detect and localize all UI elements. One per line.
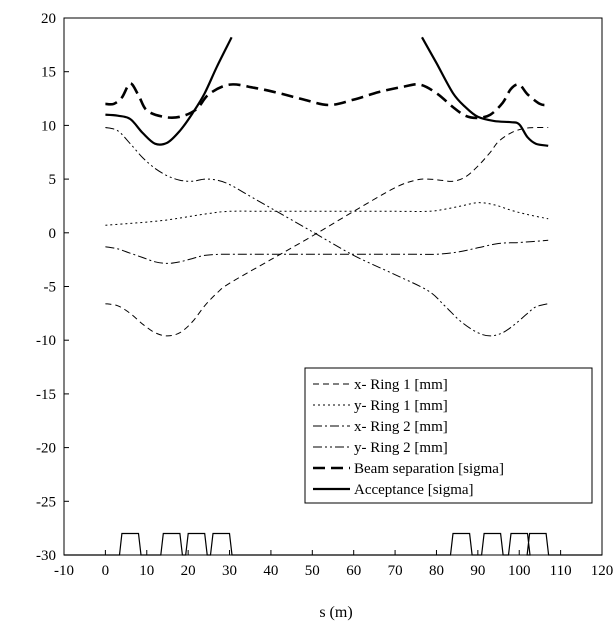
chart-ticks: -10 0 10 20 30 40 50 60 70 80 90 100 110 120-30-25-20… — [36, 11, 613, 579]
y-tick-label: 20 — [41, 11, 56, 27]
x-axis-title: s (m) — [319, 604, 352, 621]
y-tick-label: -5 — [44, 280, 57, 296]
x-tick-label: 40 — [263, 563, 278, 579]
x-tick-label: 70 — [388, 563, 403, 579]
legend-label-6: Acceptance [sigma] — [354, 482, 474, 498]
y-tick-label: 0 — [49, 226, 57, 242]
y-tick-label: -10 — [36, 333, 56, 349]
y-tick-label: -30 — [36, 548, 56, 564]
x-tick-label: 0 — [102, 563, 110, 579]
x-tick-label: 30 — [222, 563, 237, 579]
x-tick-label: -10 — [54, 563, 74, 579]
series-line-6 — [105, 36, 233, 146]
x-tick-label: 20 — [181, 563, 196, 579]
legend-label-5: Beam separation [sigma] — [354, 461, 504, 477]
y-tick-label: 15 — [41, 65, 56, 81]
legend-box — [304, 367, 593, 504]
x-tick-label: 110 — [550, 563, 572, 579]
magnet-lattice — [64, 532, 602, 556]
x-tick-label: 50 — [305, 563, 320, 579]
x-tick-label: 120 — [591, 563, 614, 579]
chart-series — [105, 36, 549, 337]
x-tick-label: 60 — [346, 563, 361, 579]
y-tick-label: 10 — [41, 118, 56, 134]
y-tick-label: -20 — [36, 441, 56, 457]
series-line-6-right — [421, 36, 549, 147]
y-tick-label: 5 — [49, 172, 57, 188]
legend-label-4: y- Ring 2 [mm] — [354, 440, 448, 456]
magnet-profile — [64, 532, 602, 556]
series-line-1 — [105, 126, 549, 337]
x-tick-label: 10 — [139, 563, 154, 579]
legend-label-1: x- Ring 1 [mm] — [354, 377, 448, 393]
legend-label-3: x- Ring 2 [mm] — [354, 419, 448, 435]
legend-label-2: y- Ring 1 [mm] — [354, 398, 448, 414]
y-tick-label: -15 — [36, 387, 56, 403]
series-line-2 — [105, 202, 549, 226]
y-tick-label: -25 — [36, 494, 56, 510]
series-line-5 — [105, 82, 549, 120]
series-line-3 — [105, 239, 549, 264]
x-tick-label: 90 — [470, 563, 485, 579]
chart-legend: x- Ring 1 [mm] y- Ring 1 [mm] x- Ring 2 [m… — [304, 367, 593, 504]
x-tick-label: 80 — [429, 563, 444, 579]
series-line-4 — [105, 127, 549, 337]
x-tick-label: 100 — [508, 563, 531, 579]
